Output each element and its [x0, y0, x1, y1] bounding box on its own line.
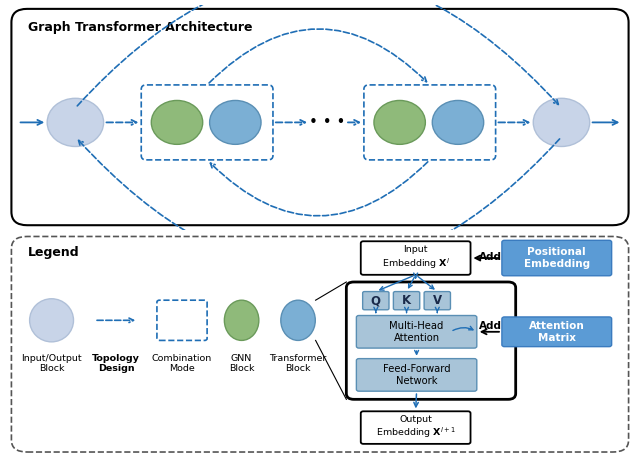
- Circle shape: [374, 101, 426, 144]
- Text: Input/Output
Block: Input/Output Block: [21, 354, 82, 373]
- FancyArrowPatch shape: [106, 120, 136, 125]
- FancyArrowPatch shape: [374, 307, 378, 313]
- Text: Add: Add: [479, 321, 502, 331]
- FancyBboxPatch shape: [356, 315, 477, 348]
- Text: Multi-Head
Attention: Multi-Head Attention: [389, 321, 444, 342]
- Text: K: K: [402, 294, 411, 307]
- Circle shape: [47, 98, 104, 146]
- FancyArrowPatch shape: [380, 276, 413, 290]
- FancyArrowPatch shape: [435, 307, 439, 313]
- FancyArrowPatch shape: [209, 29, 426, 83]
- FancyArrowPatch shape: [77, 0, 558, 106]
- Text: Graph Transformer Architecture: Graph Transformer Architecture: [28, 21, 253, 34]
- Text: Positional
Embedding: Positional Embedding: [524, 247, 590, 269]
- Text: GNN
Block: GNN Block: [229, 354, 254, 373]
- FancyBboxPatch shape: [346, 282, 516, 399]
- FancyArrowPatch shape: [415, 350, 419, 354]
- FancyArrowPatch shape: [97, 318, 134, 323]
- FancyArrowPatch shape: [404, 307, 408, 313]
- FancyArrowPatch shape: [408, 277, 414, 288]
- Text: Q: Q: [371, 294, 381, 307]
- FancyArrowPatch shape: [418, 276, 434, 289]
- FancyArrowPatch shape: [20, 120, 42, 125]
- Circle shape: [533, 98, 589, 146]
- Text: V: V: [433, 294, 442, 307]
- Text: Attention
Matrix: Attention Matrix: [529, 321, 585, 342]
- FancyBboxPatch shape: [12, 9, 628, 225]
- Text: Output
Embedding $\mathbf{X}^{l+1}$: Output Embedding $\mathbf{X}^{l+1}$: [376, 415, 456, 441]
- FancyBboxPatch shape: [502, 317, 612, 347]
- FancyBboxPatch shape: [12, 236, 628, 452]
- Text: Add: Add: [479, 252, 502, 262]
- FancyArrowPatch shape: [348, 120, 359, 125]
- Ellipse shape: [225, 300, 259, 341]
- Text: Topology
Design: Topology Design: [92, 354, 140, 373]
- FancyArrowPatch shape: [453, 326, 473, 330]
- FancyArrowPatch shape: [499, 120, 529, 125]
- FancyArrowPatch shape: [593, 120, 618, 125]
- Circle shape: [151, 101, 203, 144]
- Ellipse shape: [29, 299, 74, 342]
- Circle shape: [210, 101, 261, 144]
- FancyArrowPatch shape: [79, 139, 559, 271]
- Text: Transformer
Block: Transformer Block: [269, 354, 327, 373]
- Text: Input
Embedding $\mathbf{X}^l$: Input Embedding $\mathbf{X}^l$: [381, 245, 450, 271]
- FancyBboxPatch shape: [361, 241, 470, 275]
- FancyArrowPatch shape: [211, 162, 428, 216]
- FancyBboxPatch shape: [502, 241, 612, 276]
- Text: • • •: • • •: [309, 115, 346, 130]
- FancyArrowPatch shape: [481, 329, 499, 334]
- Text: Combination
Mode: Combination Mode: [152, 354, 212, 373]
- Ellipse shape: [281, 300, 316, 341]
- Text: Feed-Forward
Network: Feed-Forward Network: [383, 364, 451, 386]
- FancyBboxPatch shape: [394, 291, 420, 310]
- FancyArrowPatch shape: [413, 273, 417, 278]
- FancyBboxPatch shape: [363, 291, 389, 310]
- FancyArrowPatch shape: [276, 120, 305, 125]
- Text: Legend: Legend: [28, 246, 80, 259]
- FancyBboxPatch shape: [356, 358, 477, 391]
- Circle shape: [432, 101, 484, 144]
- FancyBboxPatch shape: [361, 411, 470, 444]
- FancyBboxPatch shape: [424, 291, 451, 310]
- FancyArrowPatch shape: [414, 394, 419, 407]
- FancyArrowPatch shape: [476, 256, 499, 261]
